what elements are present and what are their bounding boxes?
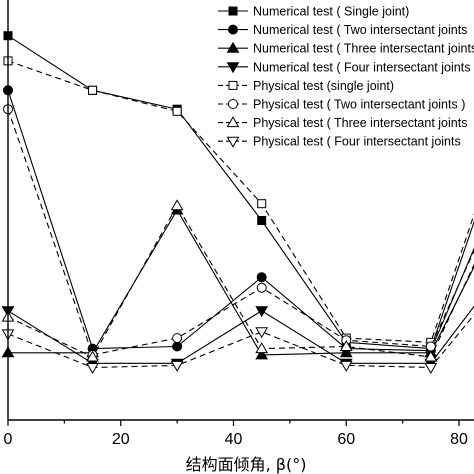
series-3-line	[8, 208, 474, 356]
series-layer	[1, 31, 474, 374]
series-7-point	[255, 342, 269, 354]
legend-marker	[228, 6, 238, 16]
legend-marker	[226, 136, 240, 148]
legend-marker	[228, 24, 238, 35]
legend-item: Numerical test ( Four intersectant joint…	[218, 60, 470, 74]
legend-marker	[228, 80, 238, 90]
series-2-point	[172, 341, 183, 352]
legend-marker	[228, 99, 238, 109]
series-3	[1, 203, 474, 360]
legend-label: Numerical test ( Single joint)	[253, 5, 409, 19]
series-8-point	[170, 360, 184, 372]
series-5-point	[88, 85, 98, 95]
legend-item: Physical test ( Two intersectant joints …	[218, 98, 465, 112]
legend-label: Physical test ( Two intersectant joints …	[253, 98, 465, 112]
legend-label: Physical test ( Three intersectant joint…	[253, 116, 467, 130]
series-3-point	[255, 348, 269, 360]
legend-item: Physical test (single joint)	[218, 79, 394, 93]
legend-item: Numerical test ( Three intersectant join…	[218, 42, 474, 56]
legend: Numerical test ( Single joint) Numerical …	[218, 5, 474, 149]
series-8-point	[255, 327, 269, 339]
series-7-point	[86, 350, 99, 362]
series-1-point	[257, 216, 267, 225]
legend-label: Physical test (single joint)	[253, 79, 394, 93]
series-7-line	[7, 204, 474, 358]
series-8-point	[339, 360, 353, 372]
axes-layer: 0 20 40 60 80	[4, 0, 474, 448]
x-tick-label: 80	[450, 431, 468, 448]
series-7-point	[170, 199, 184, 211]
series-5-point	[257, 199, 267, 209]
series-8	[1, 314, 474, 374]
series-7	[1, 199, 474, 362]
series-2-point	[256, 272, 267, 283]
series-3-point	[339, 346, 353, 358]
legend-item: Physical test ( Four intersectant joints	[218, 135, 461, 149]
legend-marker	[226, 41, 240, 53]
series-6	[3, 104, 474, 360]
legend-label: Numerical test ( Four intersectant joint…	[253, 60, 470, 74]
series-1	[3, 31, 474, 354]
legend-marker	[226, 62, 240, 74]
x-tick-label: 40	[225, 431, 243, 448]
legend-label: Physical test ( Four intersectant joints	[253, 135, 461, 149]
legend-item: Physical test ( Three intersectant joint…	[218, 116, 467, 130]
series-6-point	[172, 333, 183, 344]
x-tick-label: 0	[4, 431, 13, 448]
series-1-line	[7, 35, 474, 350]
series-4-point	[255, 306, 269, 318]
series-8-point	[424, 363, 438, 374]
legend-item: Numerical test ( Two intersectant joints	[218, 23, 467, 37]
series-7-point	[424, 350, 438, 362]
x-tick-label: 20	[112, 431, 130, 448]
x-tick-label: 60	[337, 431, 355, 448]
series-8-point	[86, 363, 99, 374]
series-5-point	[172, 106, 182, 116]
legend-item: Numerical test ( Single joint)	[218, 5, 409, 19]
legend-marker	[226, 116, 240, 128]
series-8-line	[7, 314, 474, 369]
legend-label: Numerical test ( Two intersectant joints	[253, 23, 467, 37]
series-6-point	[256, 282, 267, 293]
x-axis-label: 结构面倾角, β(°)	[186, 455, 307, 474]
series-7-point	[339, 340, 353, 351]
legend-label: Numerical test ( Three intersectant join…	[253, 42, 474, 56]
series-4	[1, 305, 474, 370]
